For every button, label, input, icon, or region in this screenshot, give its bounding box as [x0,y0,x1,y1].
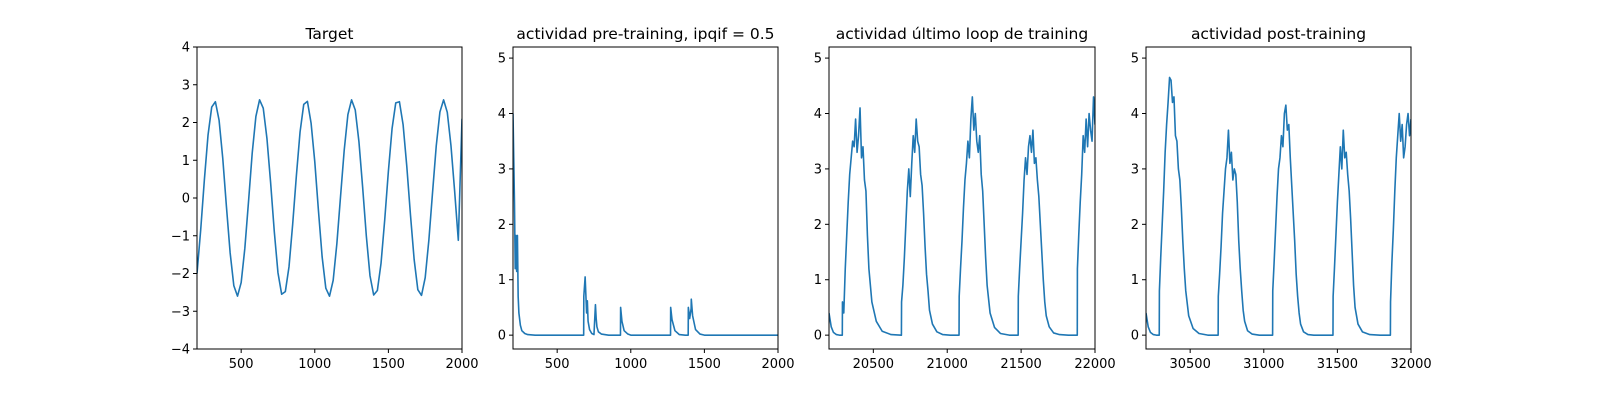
x-tick-label: 30500 [1169,357,1210,372]
y-tick-label: 4 [1131,107,1139,122]
y-tick-label: −3 [171,305,190,320]
y-tick-label: 0 [1131,329,1139,344]
y-tick-label: 2 [814,218,822,233]
y-tick-label: −4 [171,343,190,358]
y-tick-label: −1 [171,229,190,244]
axes-frame [828,46,1096,350]
y-tick-label: 0 [814,329,822,344]
chart-title: actividad último loop de training [836,25,1088,43]
x-tick-label: 20500 [853,357,894,372]
series-line [829,96,1095,336]
x-tick-label: 31500 [1317,357,1358,372]
y-tick-label: 4 [814,107,822,122]
chart-panel-4: 30500 31000 31500 32000 0 1 2 3 4 5 actividad post… [1131,25,1432,372]
y-tick-label: 2 [182,116,190,131]
x-tick-label: 31000 [1243,357,1284,372]
y-tick-label: 0 [182,192,190,207]
y-tick-label: 5 [814,52,822,67]
y-tick-label: 4 [182,41,190,56]
x-tick-label: 22000 [1074,357,1115,372]
chart-title: actividad post-training [1191,25,1366,43]
series-line [197,99,462,297]
y-tick-label: 1 [498,273,506,288]
x-tick-label: 1500 [688,357,721,372]
x-tick-label: 500 [545,357,570,372]
x-tick-label: 21500 [1000,357,1041,372]
y-tick-label: 4 [498,107,506,122]
y-tick-label: 3 [498,162,506,177]
axes-frame [512,46,779,350]
series-line [513,113,778,336]
x-tick-label: 2000 [445,357,478,372]
y-tick-label: 0 [498,329,506,344]
y-tick-label: 1 [1131,273,1139,288]
y-tick-label: −2 [171,267,190,282]
y-tick-label: 3 [182,78,190,93]
chart-panel-2: 500 1000 1500 2000 0 1 2 3 4 5 actividad pre-train… [498,25,795,372]
x-tick-label: 2000 [761,357,794,372]
chart-title: actividad pre-training, ipqif = 0.5 [516,25,774,43]
y-tick-label: 5 [1131,52,1139,67]
y-tick-label: 2 [498,218,506,233]
y-tick-label: 1 [814,273,822,288]
y-tick-label: 5 [498,52,506,67]
axes-frame [1145,46,1412,350]
x-tick-label: 1000 [298,357,331,372]
chart-title: Target [305,25,354,43]
chart-panel-3: 20500 21000 21500 22000 0 1 2 3 4 5 actividad últi… [814,25,1116,372]
y-tick-label: 3 [1131,162,1139,177]
x-tick-label: 32000 [1390,357,1431,372]
y-tick-label: 3 [814,162,822,177]
series-line [1146,76,1411,336]
x-tick-label: 500 [229,357,254,372]
x-tick-label: 1500 [372,357,405,372]
x-tick-label: 21000 [927,357,968,372]
x-tick-label: 1000 [614,357,647,372]
chart-panel-1: 500 1000 1500 2000 −4 −3 −2 −1 0 1 2 3 4 Target [171,25,479,372]
y-tick-label: 2 [1131,218,1139,233]
y-tick-label: 1 [182,154,190,169]
